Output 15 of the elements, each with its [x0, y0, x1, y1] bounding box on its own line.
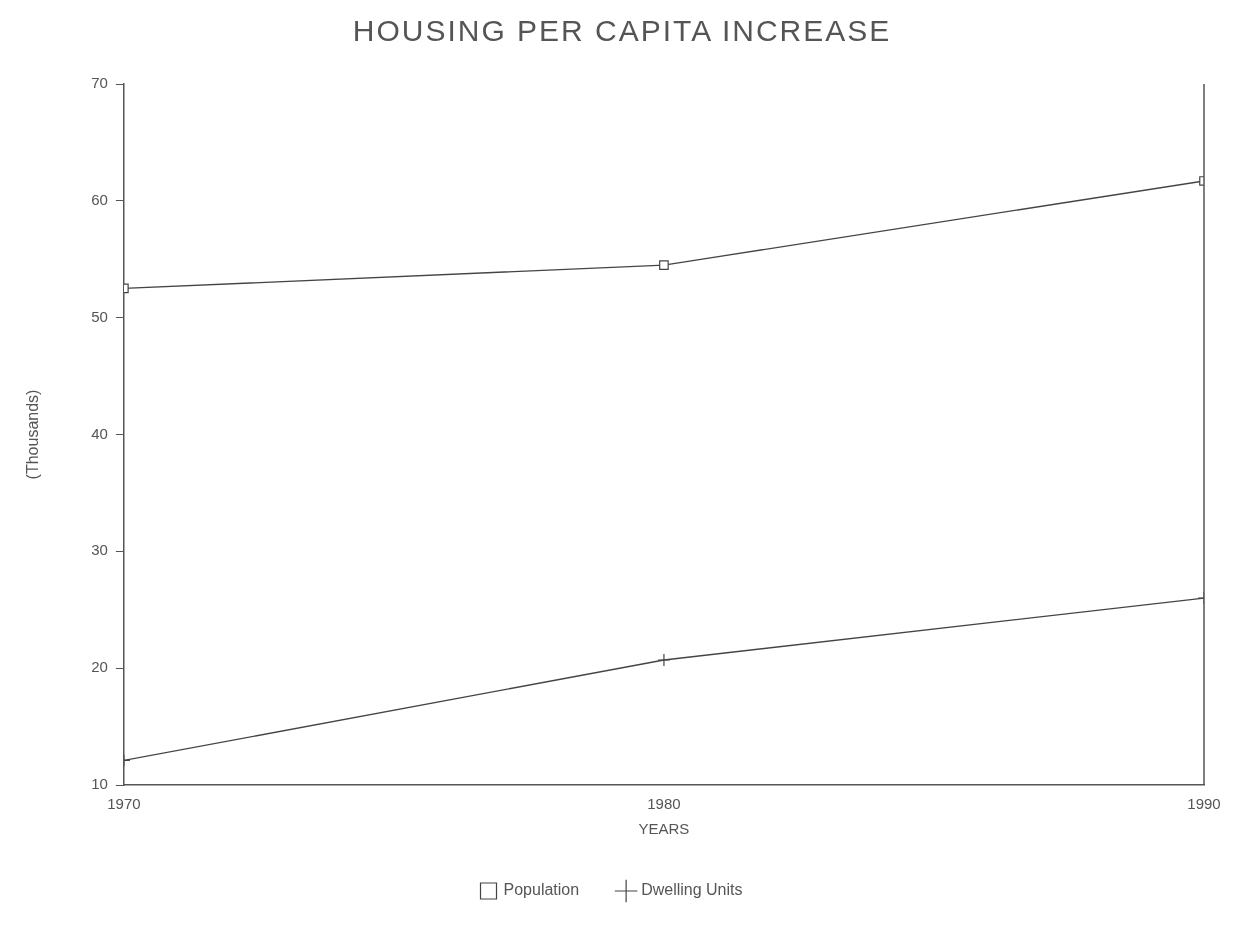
legend-label: Population: [503, 881, 580, 899]
x-axis-title: YEARS: [638, 820, 690, 838]
x-tick-label: 1970: [107, 795, 141, 813]
x-tick-label: 1980: [647, 795, 681, 813]
y-tick-label: 70: [91, 74, 108, 92]
y-tick-label: 60: [91, 190, 108, 208]
y-axis-title: (Thousands): [24, 389, 42, 480]
legend-label: Dwelling Units: [641, 881, 743, 899]
chart-title: HOUSING PER CAPITA INCREASE: [351, 14, 893, 49]
y-tick-label: 30: [91, 541, 108, 559]
y-tick-label: 20: [91, 658, 108, 676]
x-tick-label: 1990: [1187, 795, 1221, 813]
y-tick-label: 40: [91, 424, 108, 442]
y-tick-label: 50: [91, 307, 108, 325]
y-tick-label: 10: [91, 775, 108, 793]
